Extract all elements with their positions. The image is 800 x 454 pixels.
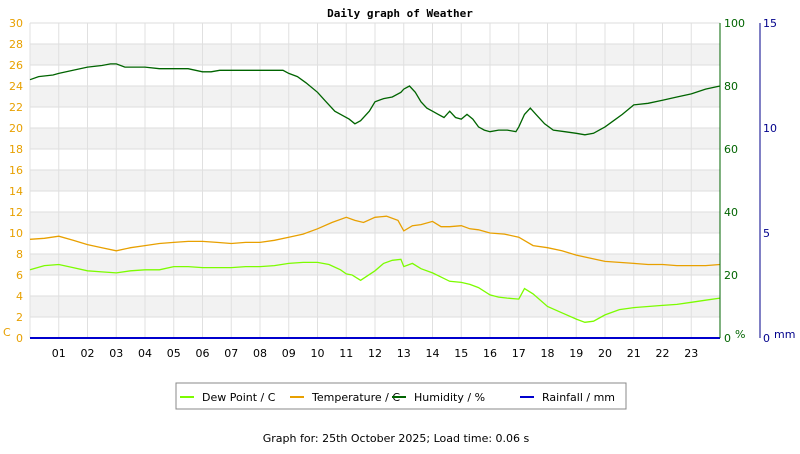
rainfall-tick-label: 5 — [763, 227, 770, 240]
series-line-2 — [29, 63, 721, 136]
x-tick-label: 12 — [368, 347, 382, 360]
x-tick-label: 03 — [109, 347, 123, 360]
left-tick-label: 30 — [9, 17, 23, 30]
left-tick-label: 14 — [9, 185, 23, 198]
left-tick-label: 8 — [16, 248, 23, 261]
x-tick-label: 23 — [684, 347, 698, 360]
rainfall-tick-label: 0 — [763, 332, 770, 345]
left-tick-label: 6 — [16, 269, 23, 282]
rainfall-axis-unit: mm — [774, 328, 795, 341]
left-axis-unit: C — [3, 326, 11, 339]
x-tick-label: 22 — [656, 347, 670, 360]
left-tick-label: 10 — [9, 227, 23, 240]
x-tick-label: 04 — [138, 347, 152, 360]
x-tick-label: 11 — [339, 347, 353, 360]
left-tick-label: 28 — [9, 38, 23, 51]
right-axis-unit: % — [735, 328, 745, 341]
x-tick-label: 02 — [81, 347, 95, 360]
x-tick-label: 10 — [311, 347, 325, 360]
x-tick-label: 05 — [167, 347, 181, 360]
left-tick-label: 16 — [9, 164, 23, 177]
x-tick-label: 19 — [569, 347, 583, 360]
x-tick-label: 15 — [454, 347, 468, 360]
right-tick-label: 60 — [724, 143, 738, 156]
legend-label: Humidity / % — [414, 391, 485, 404]
right-tick-label: 100 — [724, 17, 745, 30]
chart-title: Daily graph of Weather — [327, 7, 473, 20]
series-line-0 — [29, 258, 721, 323]
left-tick-label: 0 — [16, 332, 23, 345]
legend-label: Dew Point / C — [202, 391, 276, 404]
left-tick-label: 22 — [9, 101, 23, 114]
x-tick-label: 16 — [483, 347, 497, 360]
x-tick-label: 08 — [253, 347, 267, 360]
series-line-1 — [29, 215, 721, 267]
right-tick-label: 40 — [724, 206, 738, 219]
x-tick-label: 20 — [598, 347, 612, 360]
x-tick-label: 01 — [52, 347, 66, 360]
x-tick-label: 09 — [282, 347, 296, 360]
x-tick-label: 18 — [541, 347, 555, 360]
legend: Dew Point / C Temperature / C Humidity / %… — [175, 382, 627, 410]
left-tick-label: 20 — [9, 122, 23, 135]
left-tick-label: 26 — [9, 59, 23, 72]
left-tick-label: 2 — [16, 311, 23, 324]
x-tick-label: 17 — [512, 347, 526, 360]
left-tick-label: 18 — [9, 143, 23, 156]
footer-info: Graph for: 25th October 2025; Load time:… — [263, 432, 530, 445]
x-tick-label: 07 — [224, 347, 238, 360]
x-tick-label: 21 — [627, 347, 641, 360]
series-layer — [29, 63, 721, 339]
right-tick-label: 20 — [724, 269, 738, 282]
legend-label: Temperature / C — [311, 391, 400, 404]
right-tick-label: 0 — [724, 332, 731, 345]
x-tick-label: 06 — [196, 347, 210, 360]
right-tick-label: 80 — [724, 80, 738, 93]
grid-lines — [29, 22, 721, 339]
legend-label: Rainfall / mm — [542, 391, 615, 404]
left-tick-label: 12 — [9, 206, 23, 219]
rainfall-tick-label: 10 — [763, 122, 777, 135]
left-tick-label: 24 — [9, 80, 23, 93]
x-tick-label: 14 — [426, 347, 440, 360]
x-tick-label: 13 — [397, 347, 411, 360]
left-tick-label: 4 — [16, 290, 23, 303]
rainfall-tick-label: 15 — [763, 17, 777, 30]
axes-layer: 01 02 03 04 05 06 07 08 09 10 11 12 13 14 15 16 17 18 19 20… — [3, 17, 795, 360]
